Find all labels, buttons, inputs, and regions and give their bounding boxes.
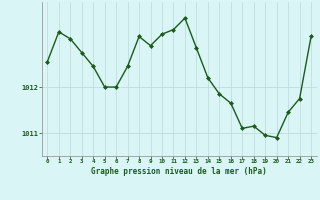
X-axis label: Graphe pression niveau de la mer (hPa): Graphe pression niveau de la mer (hPa)	[91, 167, 267, 176]
